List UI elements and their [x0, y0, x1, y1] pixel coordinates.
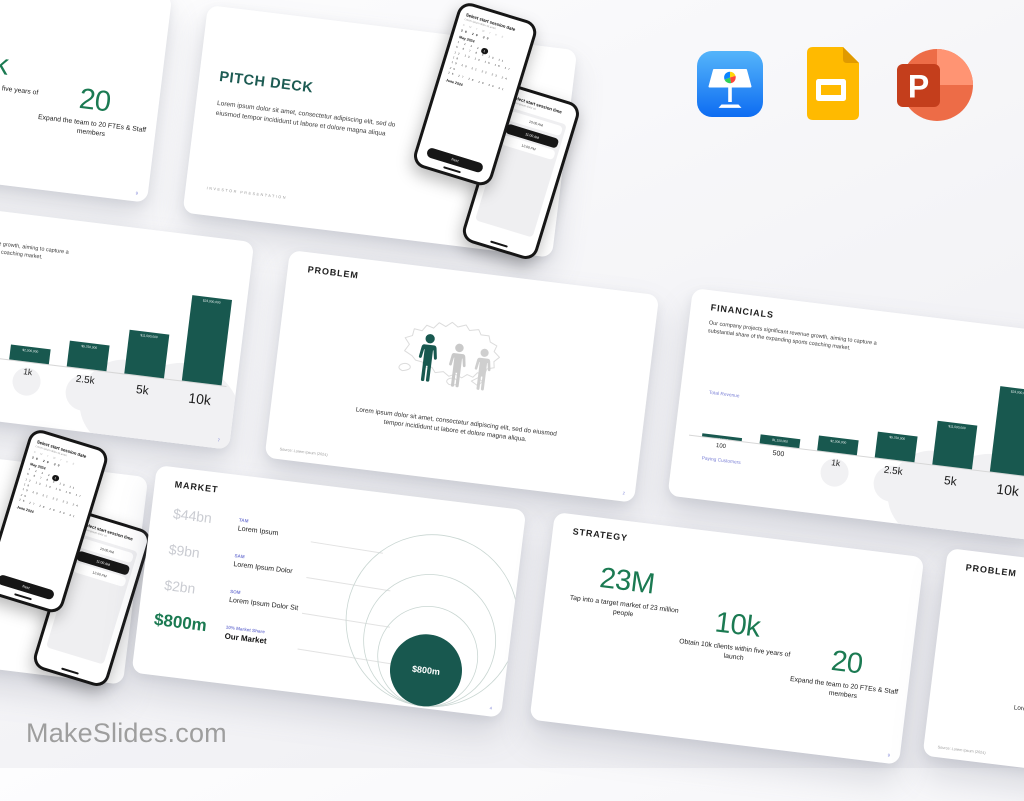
- pitch-footer: INVESTOR PRESENTATION: [206, 186, 288, 201]
- som-tag: SOM: [229, 588, 241, 596]
- tam-tag: TAM: [238, 517, 249, 524]
- market-size-circles: $800m: [345, 534, 519, 708]
- cat-1k: 1k: [830, 457, 841, 469]
- person-icon-highlight: [418, 334, 437, 382]
- page-number: 2: [622, 490, 626, 496]
- home-indicator: [443, 166, 461, 174]
- cat-10k: 10k: [995, 480, 1020, 500]
- cat-2-5k: 2.5k: [75, 373, 96, 387]
- cat-100: 100: [715, 442, 727, 451]
- bar-1k: $2,300,000: [817, 435, 859, 456]
- cat-1k: 1k: [22, 366, 33, 378]
- pitch-body: Lorem ipsum dolor sit amet, consectetur …: [215, 99, 396, 138]
- strategy-stat-3: 20 Expand the team to 20 FTEs & Staff me…: [785, 640, 907, 707]
- financials-body: Our company projects significant revenue…: [0, 229, 69, 261]
- home-indicator: [490, 240, 508, 248]
- our-market-bubble: [389, 634, 462, 707]
- slide-pitch-deck-cover: PITCH DECK Lorem ipsum dolor sit amet, c…: [0, 426, 154, 690]
- som-value: $2bn: [163, 576, 197, 597]
- source-note: Source: Lorem Ipsum (2024): [279, 447, 328, 458]
- cat-10k: 10k: [187, 389, 212, 409]
- site-brand: MakeSlides.com: [26, 718, 227, 748]
- financials-body: Our company projects significant revenue…: [707, 320, 877, 352]
- page-number: 9: [135, 190, 139, 196]
- bar-2-5k: $5,750,000: [874, 431, 918, 463]
- powerpoint-icon: P: [897, 49, 973, 121]
- bar-10k: $23,000,000: [181, 295, 233, 386]
- person-icon-gray: [449, 343, 466, 388]
- slide-market: MARKET $44bn TAM Lorem Ipsum $9bn SAM Lo…: [131, 465, 527, 718]
- strategy-title: STRATEGY: [572, 526, 629, 544]
- bar-5k: $11,500,000: [932, 420, 978, 470]
- sam-value: $9bn: [167, 541, 201, 561]
- google-slides-icon: [807, 47, 859, 120]
- strategy-stat-2: 10k Obtain 10k clients within five years…: [675, 602, 797, 669]
- our-market-value: $800m: [153, 609, 208, 636]
- cat-5k: 5k: [135, 382, 150, 398]
- problem-title: PROBLEM: [307, 264, 360, 281]
- pitch-title: PITCH DECK: [218, 68, 315, 97]
- financials-title: FINANCIALS: [710, 302, 775, 321]
- market-row-sam: $9bn: [168, 541, 201, 563]
- home-indicator: [14, 593, 32, 601]
- tam-value: $44bn: [172, 505, 213, 527]
- bar-10k: $23,000,000: [989, 386, 1024, 477]
- x-axis-label: Paying Customers: [701, 456, 741, 467]
- tam-label: Lorem Ipsum: [237, 525, 279, 538]
- keynote-icon: [697, 51, 763, 117]
- svg-text:P: P: [908, 69, 929, 105]
- slide-problem: PROBLEM Lorem ipsum dolor sit amet, cons…: [922, 548, 1024, 801]
- slide-financials: FINANCIALS Our company projects signific…: [0, 197, 255, 450]
- slide-strategy: STRATEGY 23M Tap into a target market of…: [0, 0, 173, 203]
- som-label: Lorem Ipsum Dolor Sit: [228, 596, 299, 613]
- market-row-our: $800m: [153, 610, 208, 636]
- slide-financials: FINANCIALS Our company projects signific…: [667, 288, 1024, 541]
- cat-5k: 5k: [943, 473, 958, 489]
- strategy-stat-1: 23M Tap into a target market of 23 milli…: [565, 558, 687, 625]
- bar-2-5k: $5,750,000: [66, 340, 110, 372]
- home-indicator: [61, 667, 79, 675]
- problem-title: PROBLEM: [965, 562, 1018, 579]
- next-button: Next: [0, 573, 56, 601]
- slide-strategy: STRATEGY 23M Tap into a target market of…: [529, 512, 925, 765]
- sam-tag: SAM: [234, 553, 245, 560]
- bar-5k: $11,500,000: [124, 329, 170, 379]
- y-axis-label: Total Revenue: [708, 390, 740, 400]
- slide-collage: STRATEGY 23M Tap into a target market of…: [0, 0, 1024, 765]
- market-row-som: $2bn: [163, 577, 196, 599]
- slide-pitch-deck-cover: PITCH DECK Lorem ipsum dolor sit amet, c…: [182, 0, 583, 263]
- problem-body: Lorem ipsum dolor sit amet, consectetur …: [355, 406, 558, 444]
- strategy-stat-3: 20 Expand the team to 20 FTEs & Staff me…: [33, 78, 155, 145]
- sam-label: Lorem Ipsum Dolor: [233, 561, 293, 576]
- market-title: MARKET: [174, 479, 219, 495]
- cat-2-5k: 2.5k: [883, 464, 904, 478]
- source-note: Source: Lorem Ipsum (2024): [937, 745, 986, 756]
- slide-problem: PROBLEM Lorem ipsum dolor sit amet, cons…: [264, 250, 660, 503]
- bar-1k: $2,300,000: [9, 344, 51, 365]
- person-icon-gray: [474, 348, 491, 391]
- bubble-label: $800m: [411, 664, 440, 677]
- market-row-tam: $44bn: [172, 505, 213, 528]
- problem-body: Lorem ipsum dolor sit amet, consectetur …: [1013, 704, 1024, 736]
- page-number: 9: [887, 752, 891, 758]
- cat-500: 500: [772, 449, 785, 459]
